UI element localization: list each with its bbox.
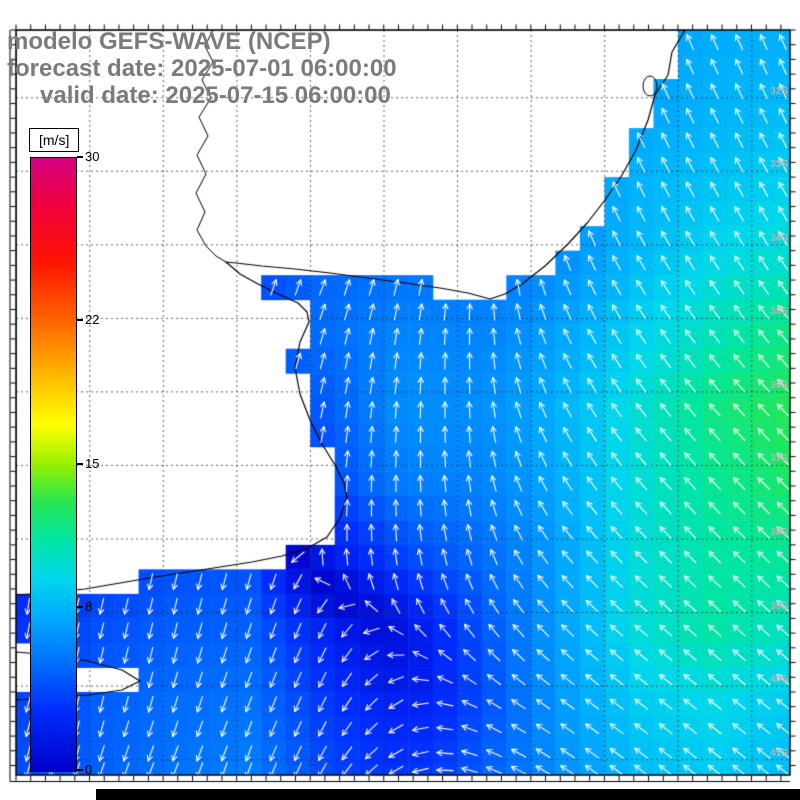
map-title-block: modelo GEFS-WAVE (NCEP) forecast date: 2… (7, 28, 397, 109)
valid-date-line: valid date: 2025-07-15 06:00:00 (40, 82, 391, 109)
footer-black-bar (96, 789, 800, 800)
forecast-date-line: forecast date: 2025-07-01 06:00:00 (7, 55, 397, 82)
model-name-line: modelo GEFS-WAVE (NCEP) (7, 28, 331, 55)
